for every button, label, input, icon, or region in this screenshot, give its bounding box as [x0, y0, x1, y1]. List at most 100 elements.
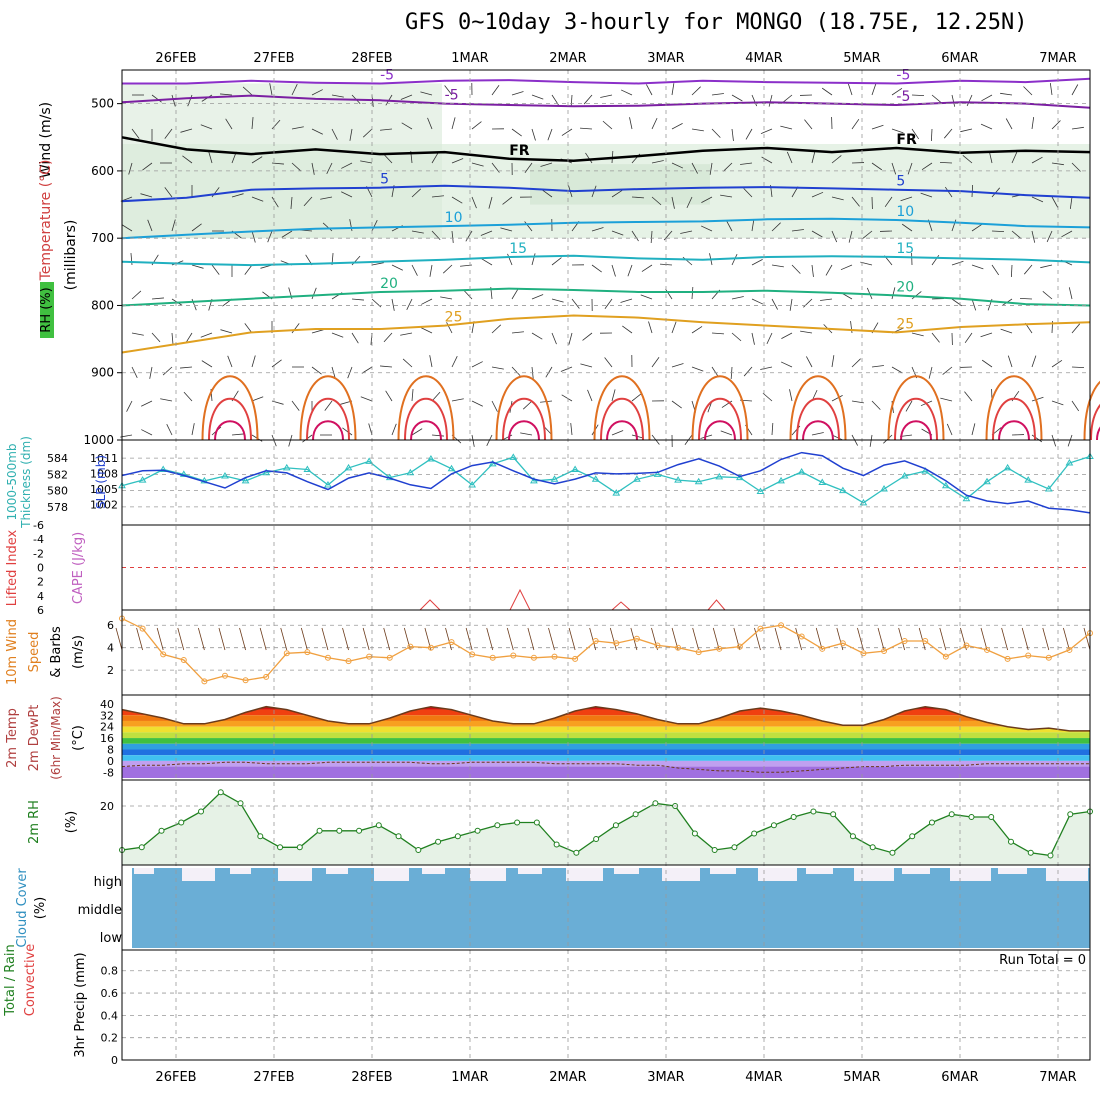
wind-barb: [831, 355, 835, 368]
rh-marker: [632, 811, 639, 818]
wind-barb: [244, 323, 253, 334]
thickness-marker: [303, 465, 312, 472]
wind-barb: [471, 400, 483, 407]
wind-barb: [743, 366, 753, 377]
rh-marker: [454, 833, 461, 840]
wind-barb: [781, 332, 793, 339]
wind-barb: [850, 321, 853, 334]
thickness-tick-label: 580: [47, 485, 68, 498]
isotherm-diurnal-contour: [606, 420, 638, 441]
wind-barb: [981, 359, 993, 368]
wind-barb: [981, 94, 993, 102]
wind-barb: [946, 423, 953, 436]
wind-barb: [891, 366, 903, 374]
wind-barb: [445, 627, 452, 651]
wind-barb: [545, 366, 553, 378]
date-label-top: 5MAR: [843, 51, 880, 66]
wind-barb: [691, 86, 701, 96]
rh-marker: [948, 811, 955, 818]
wind-barb: [920, 192, 933, 198]
wind-barb: [465, 230, 473, 242]
wind-barb: [131, 290, 142, 300]
wind-barb: [774, 627, 782, 651]
wind-barb: [711, 93, 724, 96]
wind-barb: [740, 162, 753, 165]
wind-barb: [400, 94, 413, 100]
isotherm-line: [121, 314, 1091, 354]
temp-tick-label: 32: [100, 709, 114, 722]
date-label-top: 3MAR: [647, 51, 684, 66]
wind-barb: [191, 423, 195, 436]
cloud-high-gap: [662, 868, 700, 881]
temp-tick-label: 40: [100, 698, 114, 711]
isotherm-line: [122, 77, 1091, 85]
y-axis-label-10m-wind: 10m Wind: [5, 619, 20, 685]
isotherm-label: 15: [896, 241, 914, 257]
rh-marker: [158, 827, 165, 834]
wind-barb: [421, 298, 433, 305]
rh-marker: [198, 808, 205, 815]
wind-barb: [342, 427, 353, 436]
date-label-bottom: 6MAR: [941, 1070, 978, 1085]
rh-marker: [593, 836, 600, 842]
wind-barb: [431, 230, 441, 241]
wind-speed-marker: [860, 650, 867, 657]
wind-barb: [311, 89, 323, 96]
wind-speed-marker: [881, 648, 888, 655]
date-label-top: 4MAR: [745, 51, 782, 66]
wind-barb: [583, 94, 593, 105]
wind-barb: [371, 220, 378, 232]
wind-barb: [731, 128, 734, 141]
wind-barb: [451, 398, 464, 402]
wind-barb: [1051, 162, 1064, 166]
wind-barb: [848, 230, 853, 243]
wind-barb: [831, 230, 838, 243]
wind-speed-marker: [345, 658, 352, 665]
wind-barb: [218, 627, 226, 651]
wind-barb: [991, 230, 1005, 233]
wind-barb: [1051, 400, 1064, 406]
y-axis-label-rh-unit: (%): [64, 811, 79, 834]
wind-barb: [743, 188, 753, 198]
wind-barb: [191, 223, 202, 232]
wind-barb: [351, 298, 364, 301]
rh-marker: [830, 811, 837, 818]
rh-marker: [968, 814, 975, 820]
wind-barb: [244, 264, 253, 275]
rh-marker: [474, 827, 481, 834]
wind-barb: [800, 330, 813, 334]
wind-barb: [201, 360, 213, 368]
wind-speed-marker: [304, 649, 311, 656]
cloud-high-gap: [902, 868, 930, 874]
wind-speed-marker: [160, 651, 167, 658]
rh-tick-label: 20: [100, 800, 114, 813]
wind-barb: [1051, 120, 1061, 130]
wind-speed-marker: [839, 640, 846, 647]
wind-barb: [671, 123, 683, 130]
wind-barb: [991, 264, 1000, 276]
precip-tick-label: 0.6: [101, 987, 119, 1000]
y-axis-label-2m-rh: 2m RH: [27, 800, 42, 844]
wind-barb: [227, 355, 233, 368]
isotherm-diurnal-contour: [208, 397, 252, 441]
wind-barb: [471, 361, 483, 368]
isotherm-label: -5: [445, 88, 459, 104]
thickness-marker: [262, 468, 271, 476]
isotherm-diurnal-contour: [1083, 380, 1100, 441]
isotherm-label: -5: [896, 89, 910, 105]
panel-frame-wind: [121, 609, 1091, 696]
slp-tick-label: 1011: [90, 452, 118, 465]
wind-speed-marker: [242, 677, 249, 684]
wind-barb: [611, 190, 623, 198]
wind-barb: [383, 153, 393, 164]
thickness-marker: [200, 476, 209, 484]
wind-speed-marker: [1066, 646, 1073, 653]
y-axis-label-cloud-unit: (%): [33, 897, 48, 920]
rh-marker: [790, 814, 797, 820]
wind-barb: [840, 264, 853, 271]
wind-barb: [580, 127, 593, 130]
y-axis-label-thickness-unit: Thickness (dm): [19, 436, 33, 529]
wind-barb: [921, 162, 933, 171]
wind-barb: [1011, 230, 1022, 240]
wind-barb: [231, 193, 244, 198]
